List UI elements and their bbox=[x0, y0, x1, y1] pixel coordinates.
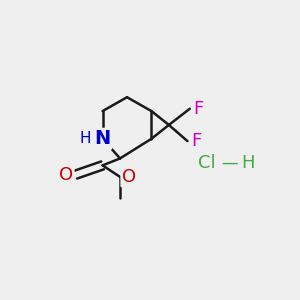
Text: —: — bbox=[221, 154, 238, 172]
Text: O: O bbox=[59, 166, 73, 184]
Text: H: H bbox=[241, 154, 255, 172]
Text: F: F bbox=[194, 100, 204, 118]
Text: H: H bbox=[80, 130, 91, 146]
Text: Cl: Cl bbox=[198, 154, 216, 172]
Text: O: O bbox=[122, 168, 136, 186]
Text: F: F bbox=[191, 132, 201, 150]
Text: N: N bbox=[94, 129, 111, 148]
